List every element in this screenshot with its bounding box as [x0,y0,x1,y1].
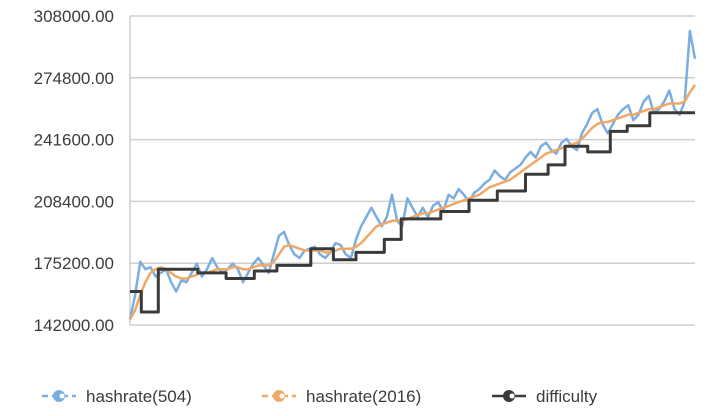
legend-marker-highlight [279,393,285,399]
series-line [130,111,695,314]
legend-label: hashrate(2016) [306,387,421,406]
legend-marker-highlight [59,393,65,399]
y-tick-label: 208400.00 [34,192,114,211]
legend-marker [503,390,515,402]
legend-marker [273,390,285,402]
legend-label: difficulty [536,387,598,406]
series-difficulty [130,111,695,314]
series-line [128,29,697,320]
legend-item: difficulty [492,387,598,406]
y-tick-label: 274800.00 [34,69,114,88]
legend-label: hashrate(504) [86,387,192,406]
series-hashrate-2016- [128,84,697,321]
legend-marker [53,390,65,402]
legend-item: hashrate(2016) [262,387,421,406]
y-tick-label: 142000.00 [34,316,114,335]
y-tick-label: 308000.00 [34,7,114,26]
legend: hashrate(504) hashrate(2016) difficulty [42,387,598,406]
gridlines [129,15,695,326]
y-axis-tick-labels: 142000.00 175200.00 208400.00 241600.00 2748… [34,7,114,335]
legend-marker-highlight [509,393,515,399]
legend-item: hashrate(504) [42,387,192,406]
plot-area [128,29,697,321]
series-line [128,84,697,321]
y-tick-label: 175200.00 [34,254,114,273]
series-hashrate-504- [128,29,697,320]
y-tick-label: 241600.00 [34,131,114,150]
